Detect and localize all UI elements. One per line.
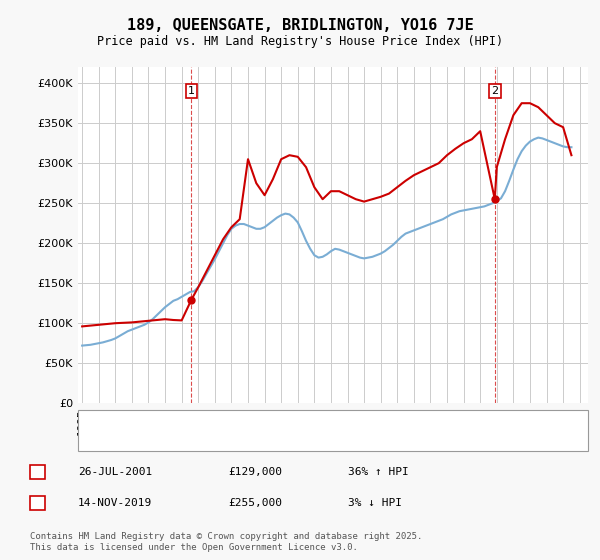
Text: 189, QUEENSGATE, BRIDLINGTON, YO16 7JE (detached house): 189, QUEENSGATE, BRIDLINGTON, YO16 7JE (…: [111, 415, 455, 425]
Text: —: —: [90, 413, 105, 428]
Text: £255,000: £255,000: [228, 498, 282, 507]
Text: 1: 1: [34, 467, 41, 477]
Text: Contains HM Land Registry data © Crown copyright and database right 2025.
This d: Contains HM Land Registry data © Crown c…: [30, 532, 422, 552]
Text: 2: 2: [491, 86, 499, 96]
Text: 36% ↑ HPI: 36% ↑ HPI: [348, 467, 409, 477]
Text: 26-JUL-2001: 26-JUL-2001: [78, 467, 152, 477]
Text: 1: 1: [188, 86, 195, 96]
Text: 189, QUEENSGATE, BRIDLINGTON, YO16 7JE: 189, QUEENSGATE, BRIDLINGTON, YO16 7JE: [127, 18, 473, 32]
Text: —: —: [90, 433, 105, 448]
Text: 3% ↓ HPI: 3% ↓ HPI: [348, 498, 402, 507]
Text: 2: 2: [34, 498, 41, 507]
Text: 14-NOV-2019: 14-NOV-2019: [78, 498, 152, 507]
Text: HPI: Average price, detached house, East Riding of Yorkshire: HPI: Average price, detached house, East…: [111, 436, 486, 446]
Text: Price paid vs. HM Land Registry's House Price Index (HPI): Price paid vs. HM Land Registry's House …: [97, 35, 503, 49]
Text: £129,000: £129,000: [228, 467, 282, 477]
